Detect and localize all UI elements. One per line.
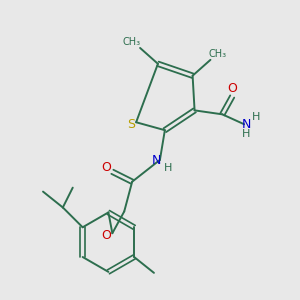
- Text: O: O: [227, 82, 237, 95]
- Text: H: H: [164, 163, 172, 173]
- Text: O: O: [101, 229, 111, 242]
- Text: CH₃: CH₃: [208, 49, 226, 59]
- Text: O: O: [101, 161, 111, 174]
- Text: H: H: [252, 112, 260, 122]
- Text: S: S: [127, 118, 135, 131]
- Text: H: H: [242, 129, 250, 139]
- Text: N: N: [152, 154, 162, 167]
- Text: CH₃: CH₃: [122, 37, 140, 47]
- Text: N: N: [242, 118, 251, 131]
